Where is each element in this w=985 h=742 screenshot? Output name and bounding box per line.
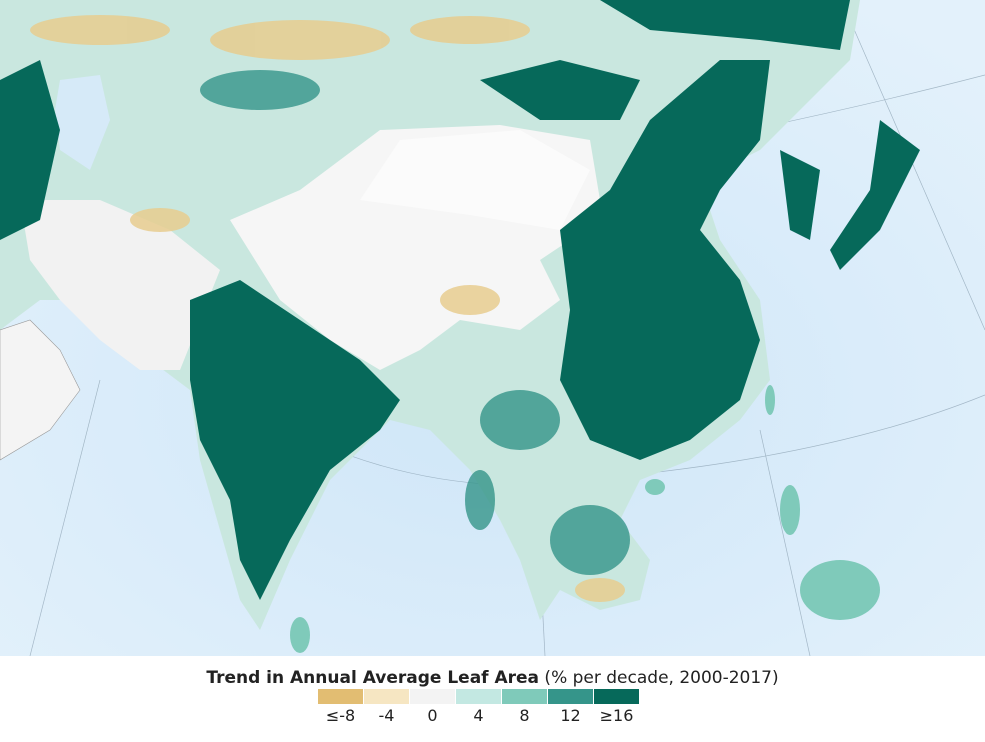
land-gobi xyxy=(360,130,590,230)
legend-swatch xyxy=(318,689,363,704)
legend-swatch xyxy=(548,689,593,704)
caspian-sea xyxy=(55,75,110,170)
legend-labels: ≤-8 -4 0 4 8 12 ≥16 xyxy=(318,706,639,725)
legend-label: -4 xyxy=(378,706,395,725)
land-iran xyxy=(20,200,220,370)
islands xyxy=(290,385,880,653)
legend-swatch xyxy=(364,689,409,704)
legend-label: ≤-8 xyxy=(325,706,356,725)
legend-swatch xyxy=(456,689,501,704)
legend-swatches xyxy=(318,689,639,704)
legend-swatch xyxy=(594,689,639,704)
legend-title: Trend in Annual Average Leaf Area (% per… xyxy=(0,668,985,688)
decline-areas xyxy=(30,15,625,602)
increase-areas xyxy=(0,0,920,600)
legend-title-units: (% per decade, 2000-2017) xyxy=(539,668,779,688)
legend-swatch xyxy=(502,689,547,704)
legend-label: 8 xyxy=(519,706,530,725)
leaf-area-trend-map xyxy=(0,0,985,656)
land-arabia xyxy=(0,319,81,461)
legend-label: 0 xyxy=(427,706,438,725)
legend-title-main: Trend in Annual Average Leaf Area xyxy=(206,668,540,688)
legend-swatch xyxy=(410,689,455,704)
moderate-increase-areas xyxy=(200,70,630,575)
legend-label: 12 xyxy=(560,706,581,725)
legend-label: ≥16 xyxy=(599,706,634,725)
legend-label: 4 xyxy=(473,706,484,725)
